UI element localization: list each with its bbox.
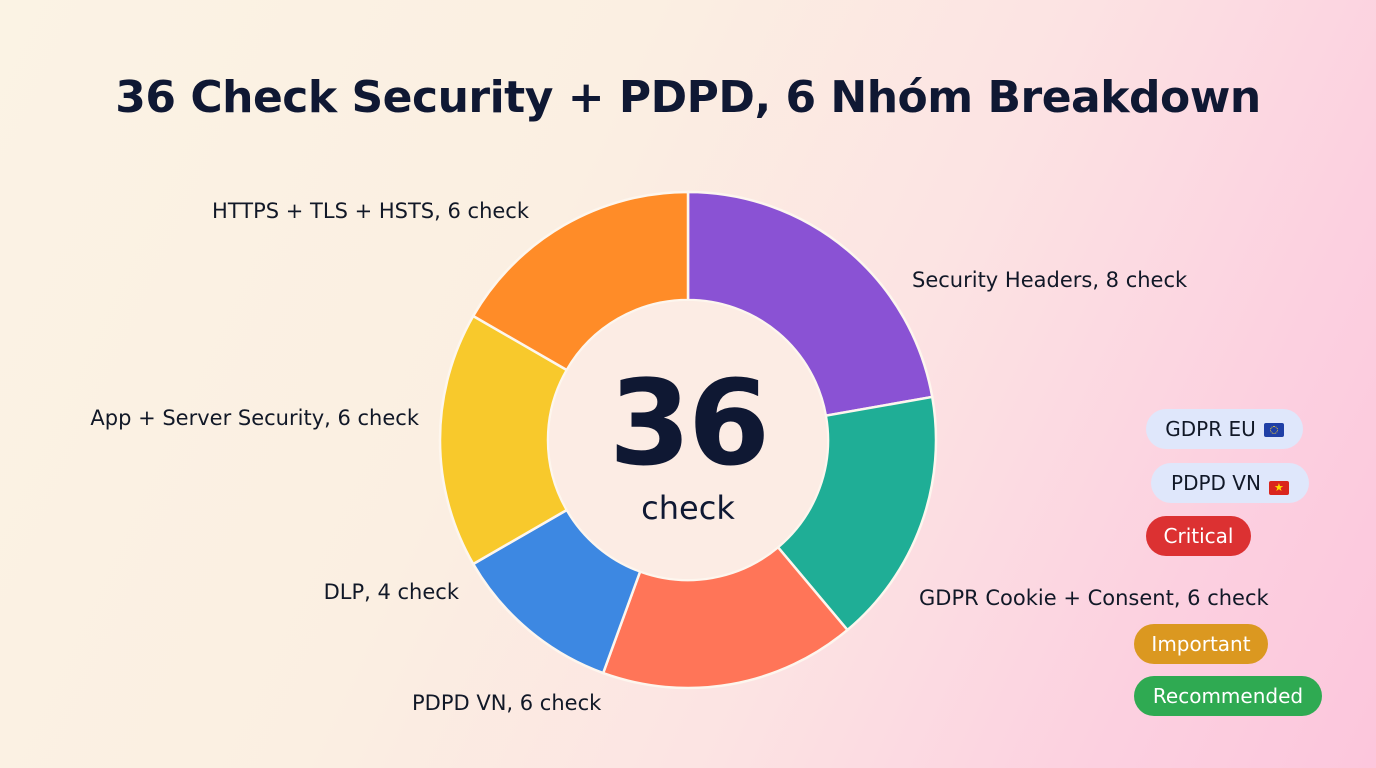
slice-label-app-server-security: App + Server Security, 6 check [90,406,419,430]
slice-pdpd-vn [601,545,850,690]
slice-gdpr-cookie-consent [776,395,938,632]
slice-label-security-headers: Security Headers, 8 check [912,268,1188,292]
slice-app-server-security [438,314,569,566]
tag-recommended: Recommended [1134,676,1322,716]
tag-pdpd-vn-label: PDPD VN [1171,471,1261,495]
center-total-unit: check [641,489,735,527]
tag-gdpr-eu-label: GDPR EU [1165,417,1256,441]
tag-critical-label: Critical [1163,524,1234,548]
vn-flag-icon: ★ [1268,481,1289,495]
tag-recommended-label: Recommended [1152,684,1304,708]
tag-important-label: Important [1151,632,1251,656]
slice-label-https-tls-hsts: HTTPS + TLS + HSTS, 6 check [212,199,529,223]
slice-label-dlp: DLP, 4 check [323,580,459,604]
chart-title: 36 Check Security + PDPD, 6 Nhóm Breakdo… [115,72,1261,123]
slice-https-tls-hsts [471,190,690,372]
eu-flag-icon [1263,423,1284,437]
slice-label-pdpd-vn: PDPD VN, 6 check [412,691,602,715]
tag-important: Important [1134,624,1268,664]
tag-critical: Critical [1146,516,1251,556]
tag-gdpr-eu: GDPR EU [1146,409,1303,449]
slice-security-headers [686,190,934,418]
tag-pdpd-vn: PDPD VN ★ [1151,463,1309,503]
center-total-number: 36 [608,354,770,492]
slice-label-gdpr-cookie-consent: GDPR Cookie + Consent, 6 check [919,586,1269,610]
donut-center-hole [549,301,827,579]
